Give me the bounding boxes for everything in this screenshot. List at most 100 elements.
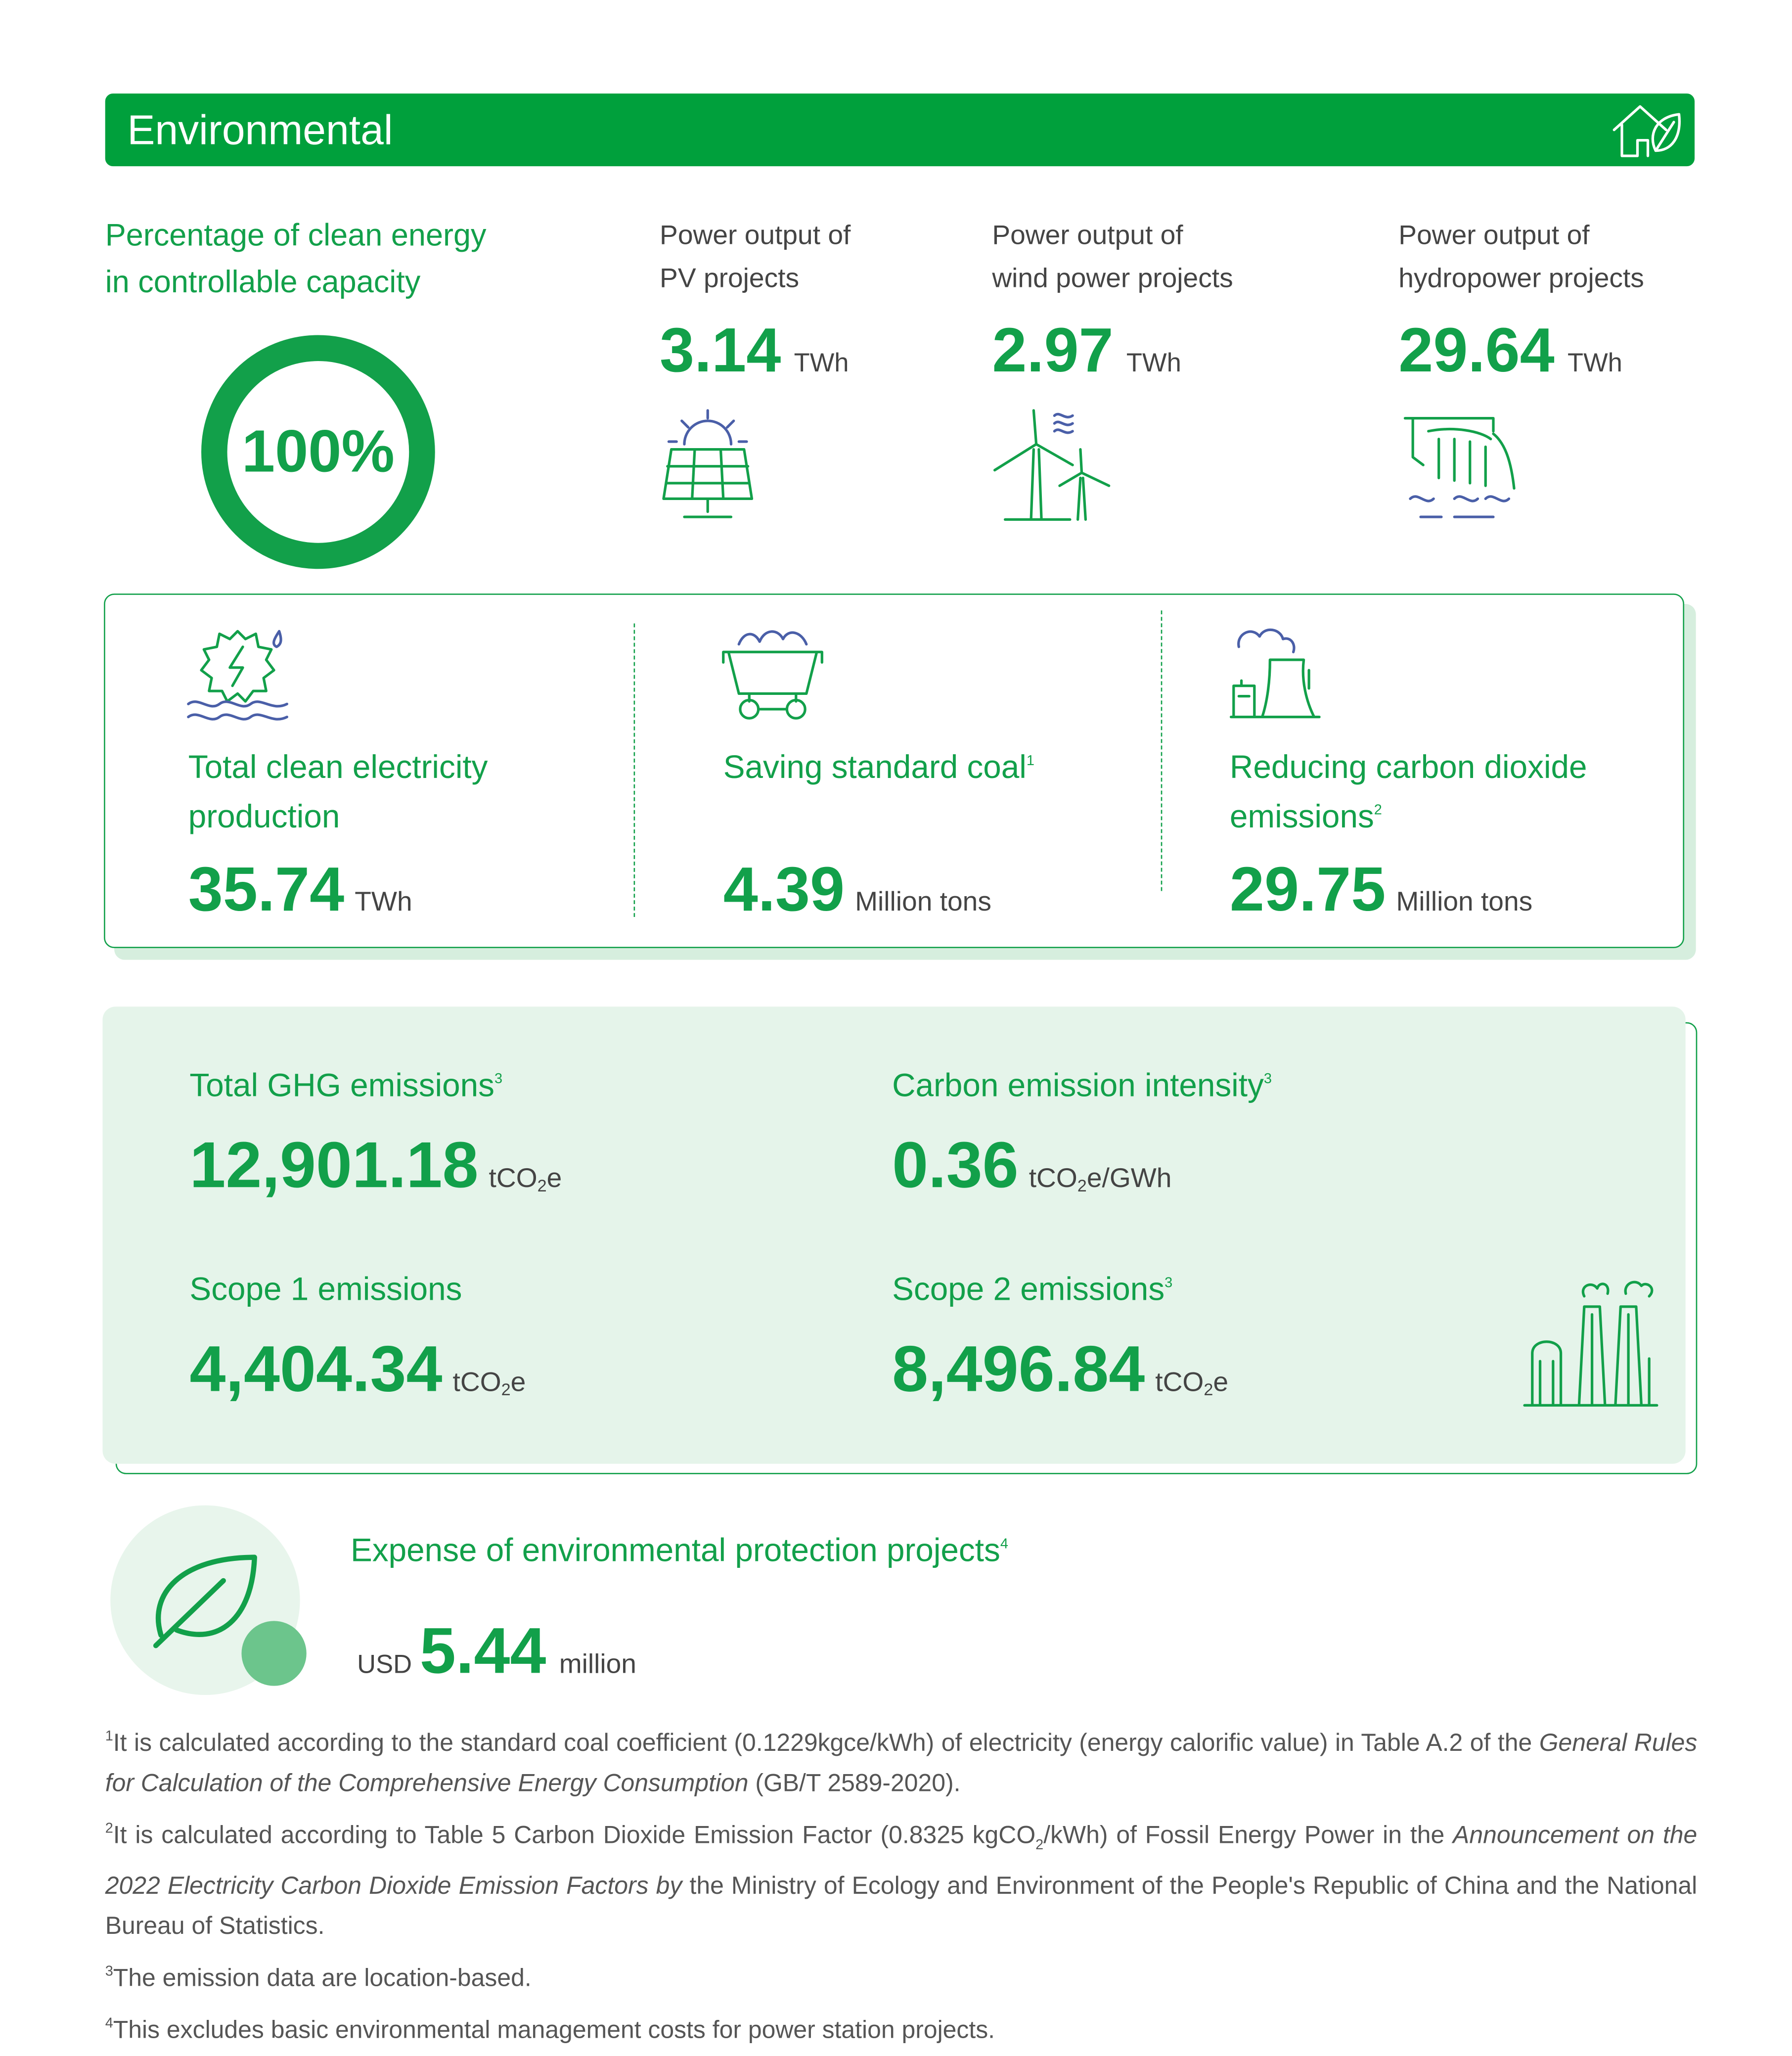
footnote-text: It is calculated according to Table 5 Ca… bbox=[113, 1822, 1036, 1850]
emission-value-row: 12,901.18 tCO2e bbox=[189, 1127, 562, 1202]
total-label-text: Total clean electricity bbox=[188, 749, 488, 786]
total-value-row: 35.74 TWh bbox=[188, 855, 412, 926]
footnote: 1It is calculated according to the stand… bbox=[105, 1717, 1698, 1804]
total-label: emissions2 bbox=[1230, 799, 1382, 836]
emissions-box bbox=[102, 1006, 1686, 1464]
footnote: 3The emission data are location-based. bbox=[105, 1952, 1698, 1999]
unit: tCO2e bbox=[489, 1164, 562, 1195]
total-value: 4.39 bbox=[723, 856, 845, 925]
footnote-mark: 1 bbox=[1026, 753, 1034, 769]
total-label: Reducing carbon dioxide bbox=[1230, 749, 1587, 787]
footnote-mark: 2 bbox=[1374, 802, 1382, 819]
unit-tail: e bbox=[1213, 1368, 1229, 1398]
unit-tail: e bbox=[546, 1163, 562, 1194]
leaf-icon bbox=[153, 1554, 257, 1648]
expense-currency: USD bbox=[357, 1650, 412, 1680]
power-value: 2.97 bbox=[992, 317, 1114, 386]
total-value-row: 4.39 Million tons bbox=[723, 855, 991, 926]
total-value: 35.74 bbox=[188, 856, 345, 925]
footnote-text: /kWh) of Fossil Energy Power in the bbox=[1043, 1822, 1453, 1850]
footnote-text: the Ministry of Ecology and Environment … bbox=[105, 1873, 1698, 1940]
clean-share-value: 100% bbox=[241, 416, 395, 485]
unit-sub: 2 bbox=[537, 1176, 547, 1195]
unit-tail: e bbox=[510, 1368, 526, 1398]
unit-text: tCO bbox=[489, 1163, 538, 1194]
footnote: 4This excludes basic environmental manag… bbox=[105, 2004, 1698, 2051]
footnote-mark: 3 bbox=[494, 1071, 503, 1088]
power-value-row: 2.97 TWh bbox=[992, 316, 1181, 387]
emission-label: Scope 2 emissions3 bbox=[892, 1272, 1172, 1309]
total-unit: Million tons bbox=[1396, 887, 1533, 917]
power-label: Power output of bbox=[1398, 221, 1590, 251]
emission-label: Total GHG emissions3 bbox=[189, 1068, 502, 1105]
footnote-text: Announcement on the 2022 Electricity Car… bbox=[105, 1822, 1698, 1900]
clean-electricity-icon bbox=[187, 630, 288, 721]
expense-badge bbox=[110, 1505, 307, 1695]
footnote-mark: 4 bbox=[1000, 1536, 1008, 1553]
pv-icon bbox=[662, 409, 754, 518]
clean-share-label: in controllable capacity bbox=[105, 265, 421, 300]
footnote-number: 1 bbox=[105, 1729, 113, 1744]
power-unit: TWh bbox=[1568, 349, 1622, 378]
total-unit: Million tons bbox=[855, 887, 991, 917]
unit: tCO2e/GWh bbox=[1029, 1164, 1172, 1195]
total-label: Saving standard coal1 bbox=[723, 749, 1034, 787]
power-label: Power output of bbox=[992, 221, 1183, 251]
footnote: 2It is calculated according to Table 5 C… bbox=[105, 1809, 1698, 1947]
expense-label: Expense of environmental protection proj… bbox=[351, 1533, 1008, 1570]
emission-label: Carbon emission intensity3 bbox=[892, 1068, 1272, 1105]
footnote-text: This excludes basic environmental manage… bbox=[113, 2016, 995, 2044]
factory-icon bbox=[1229, 628, 1321, 719]
emission-label: Scope 1 emissions bbox=[189, 1272, 462, 1309]
chimney-icon bbox=[1523, 1280, 1658, 1407]
divider bbox=[633, 623, 635, 917]
badge-dot bbox=[241, 1621, 307, 1686]
total-label: production bbox=[188, 799, 340, 836]
emission-label-text: Total GHG emissions bbox=[189, 1067, 495, 1104]
footnote-mark: 3 bbox=[1165, 1275, 1173, 1291]
total-label: Total clean electricity bbox=[188, 749, 488, 787]
total-value: 29.75 bbox=[1229, 856, 1386, 925]
total-label-text: production bbox=[188, 799, 340, 835]
footnote-number: 4 bbox=[105, 2015, 113, 2031]
clean-share-label: Percentage of clean energy bbox=[105, 218, 487, 254]
expense-unit: million bbox=[559, 1649, 636, 1680]
unit-text: tCO bbox=[1029, 1163, 1077, 1194]
unit-text: tCO bbox=[1155, 1368, 1204, 1398]
footnote-sub: 2 bbox=[1035, 1837, 1044, 1853]
emission-value: 4,404.34 bbox=[189, 1332, 443, 1406]
power-label: wind power projects bbox=[992, 264, 1233, 294]
unit-text: tCO bbox=[452, 1368, 501, 1398]
expense-value: 5.44 bbox=[419, 1614, 546, 1688]
footnotes: 1It is calculated according to the stand… bbox=[105, 1717, 1698, 2056]
unit-sub: 2 bbox=[1077, 1176, 1087, 1195]
emission-value-row: 4,404.34 tCO2e bbox=[189, 1331, 526, 1407]
emission-label-text: Scope 1 emissions bbox=[189, 1271, 462, 1308]
expense-label-text: Expense of environmental protection proj… bbox=[351, 1532, 1000, 1569]
footnote-number: 3 bbox=[105, 1964, 113, 1979]
power-value: 3.14 bbox=[660, 317, 781, 386]
emission-value-row: 8,496.84 tCO2e bbox=[892, 1331, 1228, 1407]
total-unit: TWh bbox=[355, 887, 412, 917]
house-leaf-icon bbox=[1613, 105, 1681, 157]
power-value-row: 3.14 TWh bbox=[660, 316, 849, 387]
unit-sub: 2 bbox=[1204, 1379, 1213, 1399]
total-label-text: Saving standard coal bbox=[723, 749, 1027, 786]
emission-value: 8,496.84 bbox=[892, 1332, 1145, 1406]
coal-cart-icon bbox=[722, 630, 823, 720]
total-value-row: 29.75 Million tons bbox=[1230, 855, 1532, 926]
power-value: 29.64 bbox=[1398, 317, 1555, 386]
footnote-mark: 3 bbox=[1263, 1071, 1272, 1088]
total-label-text: Reducing carbon dioxide bbox=[1229, 749, 1587, 786]
unit: tCO2e bbox=[1155, 1368, 1228, 1399]
wind-icon bbox=[993, 409, 1111, 521]
total-label-text: emissions bbox=[1229, 799, 1374, 835]
header-bar: Environmental bbox=[105, 93, 1695, 167]
emission-value: 12,901.18 bbox=[189, 1129, 479, 1202]
ring bbox=[201, 335, 435, 569]
power-label: Power output of bbox=[660, 221, 851, 251]
footnote-text: It is calculated according to the standa… bbox=[113, 1730, 1539, 1758]
header-title: Environmental bbox=[127, 106, 393, 153]
